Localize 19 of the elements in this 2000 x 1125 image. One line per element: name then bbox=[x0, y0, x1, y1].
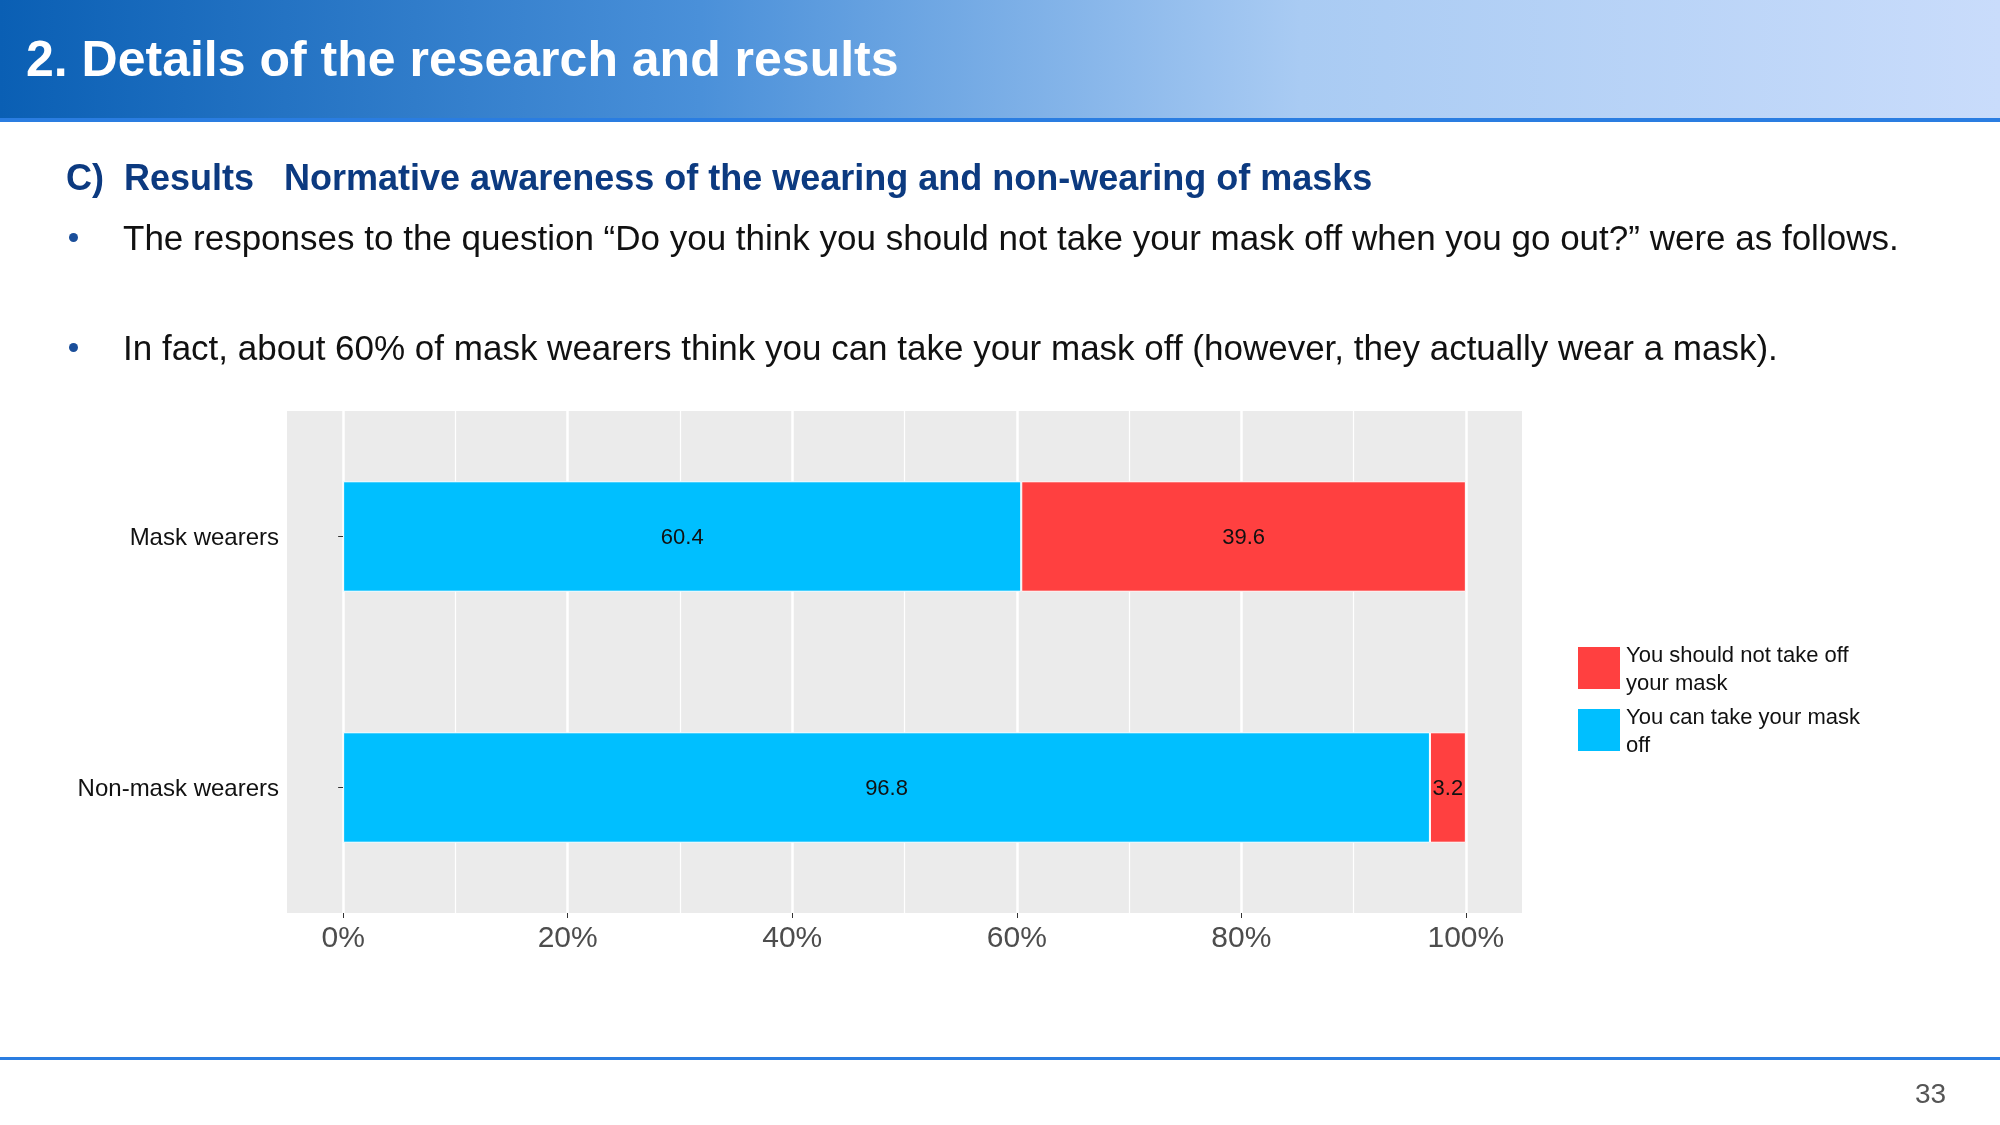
text: 33 bbox=[1915, 1078, 1947, 1110]
x-tick-label: 0% bbox=[321, 919, 365, 953]
x-tick-label: 40% bbox=[762, 919, 823, 953]
legend-label: You should not take off your mask bbox=[1626, 641, 1855, 695]
data-label: 39.6 bbox=[1222, 524, 1265, 549]
text: In fact, about 60% of mask wearers think you can take your mask off (however, they actually wear a mask). bbox=[123, 327, 1779, 369]
text: The responses to the question “Do you think you should not take your mask off when you go out?” were as follows. bbox=[123, 217, 1900, 259]
data-label: 60.4 bbox=[660, 524, 704, 549]
legend-label: You can take your mask off bbox=[1626, 703, 1867, 757]
chart-title: 2. Details of the research and results bbox=[26, 30, 899, 88]
y-tick-label: Non-mask wearers bbox=[77, 774, 279, 801]
y-tick-label: Mask wearers bbox=[129, 523, 279, 550]
data-label: 96.8 bbox=[865, 775, 908, 800]
x-tick-label: 100% bbox=[1427, 919, 1505, 953]
x-tick-label: 80% bbox=[1211, 919, 1272, 953]
data-label: 3.2 bbox=[1432, 775, 1464, 800]
x-tick-label: 60% bbox=[986, 919, 1047, 953]
chart-subtitle: C) Results Normative awareness of the wearing and non-wearing of masks bbox=[66, 157, 1373, 199]
x-tick-label: 20% bbox=[537, 919, 598, 953]
